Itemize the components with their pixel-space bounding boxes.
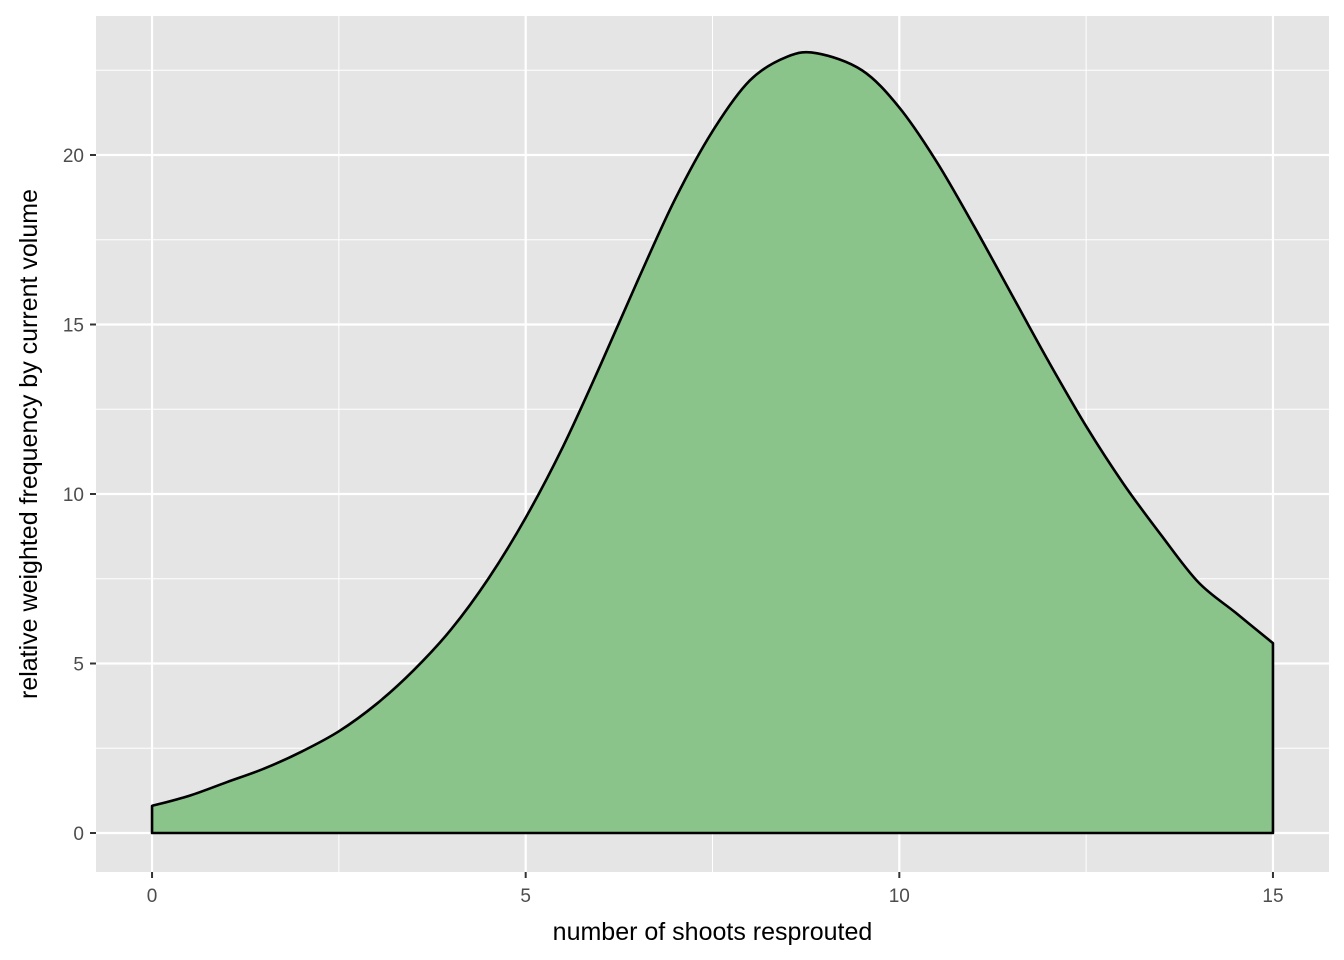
y-tick-label: 5 (73, 655, 84, 676)
y-tick-label: 20 (63, 146, 84, 167)
y-axis-ticks: 0 5 10 15 20 (63, 146, 96, 845)
x-tick-label: 15 (1262, 886, 1283, 907)
x-axis-ticks: 0 5 10 15 (147, 872, 1284, 907)
density-area (150, 50, 1275, 835)
x-tick-label: 0 (147, 886, 158, 907)
y-tick-label: 15 (63, 315, 84, 336)
x-tick-label: 10 (889, 886, 910, 907)
y-tick-label: 0 (73, 824, 84, 845)
x-axis-title: number of shoots resprouted (553, 918, 873, 946)
y-tick-label: 10 (63, 485, 84, 506)
y-axis-title: relative weighted frequency by current v… (15, 189, 43, 699)
x-tick-label: 5 (520, 886, 531, 907)
